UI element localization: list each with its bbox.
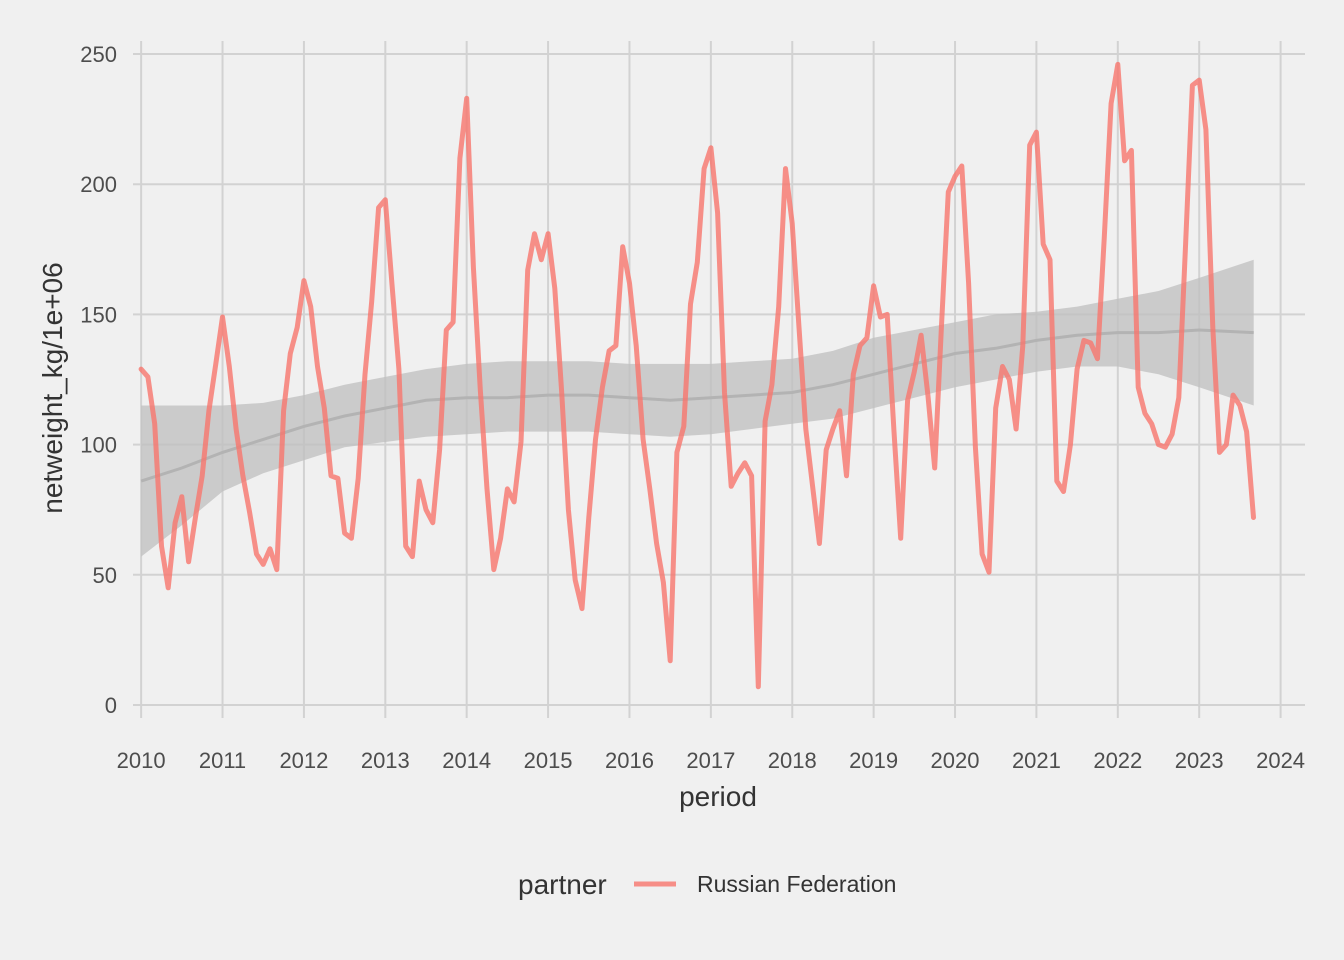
x-tick-label: 2020 (931, 748, 980, 773)
x-axis-title: period (679, 781, 757, 812)
series-line-russian-federation (138, 61, 1256, 690)
legend: partner Russian Federation (518, 869, 896, 900)
x-axis-ticks: 2010 2011 2012 2013 2014 2015 2016 2017 2018 2019… (117, 748, 1305, 773)
x-tick-label: 2018 (768, 748, 817, 773)
legend-title: partner (518, 869, 607, 900)
y-tick-label: 50 (93, 563, 117, 588)
confidence-band-layer (141, 259, 1254, 557)
x-tick-label: 2014 (442, 748, 491, 773)
x-tick-label: 2022 (1093, 748, 1142, 773)
y-axis-ticks: 0 50 100 150 200 250 (80, 42, 117, 718)
y-tick-label: 250 (80, 42, 117, 67)
legend-label-russian-federation: Russian Federation (697, 871, 896, 897)
y-tick-label: 150 (80, 302, 117, 327)
series-layer (138, 61, 1256, 690)
x-tick-label: 2023 (1175, 748, 1224, 773)
x-tick-label: 2013 (361, 748, 410, 773)
y-tick-label: 0 (105, 693, 117, 718)
x-tick-label: 2019 (849, 748, 898, 773)
x-tick-label: 2017 (686, 748, 735, 773)
confidence-band (141, 259, 1254, 557)
y-tick-label: 100 (80, 433, 117, 458)
x-tick-label: 2012 (279, 748, 328, 773)
x-tick-label: 2015 (524, 748, 573, 773)
y-axis-title: netweight_kg/1e+06 (37, 262, 68, 513)
y-tick-label: 200 (80, 172, 117, 197)
x-tick-label: 2016 (605, 748, 654, 773)
x-tick-label: 2024 (1256, 748, 1305, 773)
x-tick-label: 2021 (1012, 748, 1061, 773)
x-tick-label: 2011 (199, 748, 246, 773)
x-tick-label: 2010 (117, 748, 166, 773)
